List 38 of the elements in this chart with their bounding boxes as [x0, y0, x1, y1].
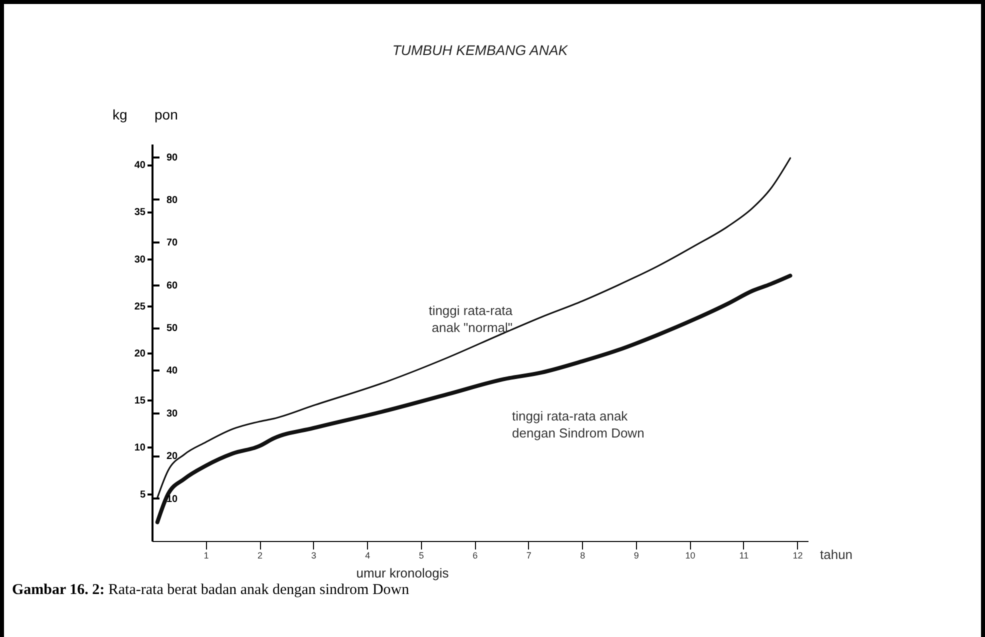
y2-tick-label: 80 [166, 194, 178, 206]
y2-tick-label: 50 [166, 323, 178, 334]
text: Gambar 16. 2: Rata-rata berat badan anak dengan sindrom Down [12, 582, 410, 599]
x-tick-label: 9 [634, 550, 639, 560]
y-tick-label: 10 [134, 442, 146, 454]
y2-tick-label: 90 [166, 152, 178, 164]
annotation: tinggi rata-rata anak dengan Sindrom Down [512, 408, 644, 440]
y-tick-label: 5 [140, 489, 146, 500]
x-tick-label: 1 [204, 550, 209, 560]
x-tick-label: 11 [739, 550, 749, 560]
text: tahun [820, 547, 853, 562]
annotation: tinggi rata-rata anak "normal" [428, 303, 514, 336]
y-tick-label: 35 [134, 207, 146, 218]
x-tick-label: 10 [685, 550, 696, 560]
y-axis-title: kg [112, 106, 128, 122]
y-tick-label: 40 [134, 160, 146, 172]
x-tick-label: 7 [526, 550, 532, 560]
x-tick-label: 6 [472, 550, 478, 560]
x-tick-label: 3 [311, 550, 316, 560]
x-tick-label: 2 [258, 550, 263, 560]
y2-tick-label: 40 [166, 366, 178, 377]
y2-axis-title: pon [154, 106, 178, 122]
y2-tick-label: 70 [166, 238, 178, 249]
y2-tick-label: 60 [166, 280, 178, 292]
y2-tick-label: 20 [166, 451, 178, 462]
line-series [155, 274, 792, 524]
x-tick-label: 4 [365, 550, 370, 560]
x-tick-label: 8 [580, 550, 586, 560]
y-tick-label: 25 [134, 301, 146, 312]
x-tick-label: 5 [418, 550, 424, 560]
x-tick-label: 12 [792, 550, 803, 560]
y2-tick-label: 30 [166, 408, 178, 420]
y-tick-label: 30 [134, 254, 146, 266]
y-tick-label: 15 [134, 395, 146, 406]
x-axis-title: umur kronologis [356, 566, 450, 580]
y2-tick-label: 10 [166, 494, 178, 505]
y-tick-label: 20 [134, 348, 146, 360]
chart-title: TUMBUH KEMBANG ANAK [392, 42, 568, 58]
